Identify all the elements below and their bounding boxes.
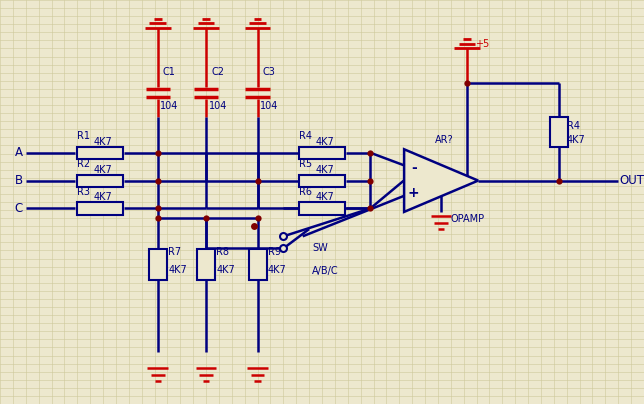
Text: C: C — [14, 202, 23, 215]
Text: OPAMP: OPAMP — [451, 214, 485, 224]
Text: R3: R3 — [77, 187, 90, 197]
Bar — [299, 147, 345, 159]
Text: 4K7: 4K7 — [93, 164, 112, 175]
Text: R4: R4 — [299, 131, 312, 141]
Text: 4K7: 4K7 — [93, 137, 112, 147]
Bar — [249, 249, 267, 280]
Text: -: - — [411, 162, 417, 175]
Text: R5: R5 — [299, 159, 312, 169]
Text: OUT: OUT — [620, 174, 644, 187]
Text: 4K7: 4K7 — [93, 192, 112, 202]
Bar — [149, 249, 167, 280]
Bar — [299, 202, 345, 215]
Text: 104: 104 — [209, 101, 227, 111]
Text: C2: C2 — [211, 67, 224, 77]
Bar — [77, 147, 123, 159]
Bar — [77, 202, 123, 215]
Text: 4K7: 4K7 — [567, 135, 585, 145]
Text: 4K7: 4K7 — [316, 192, 334, 202]
Text: C3: C3 — [263, 67, 276, 77]
Text: R4: R4 — [567, 121, 580, 130]
Text: R7: R7 — [168, 246, 181, 257]
Text: R9: R9 — [268, 246, 281, 257]
Text: R6: R6 — [299, 187, 312, 197]
Text: +5: +5 — [475, 40, 489, 49]
Text: R1: R1 — [77, 131, 90, 141]
Text: R8: R8 — [216, 246, 229, 257]
Bar — [197, 249, 215, 280]
Text: B: B — [14, 174, 23, 187]
Bar — [299, 175, 345, 187]
Text: +: + — [408, 186, 420, 200]
Text: 104: 104 — [260, 101, 279, 111]
Bar — [77, 175, 123, 187]
Text: C1: C1 — [163, 67, 176, 77]
Text: 4K7: 4K7 — [316, 137, 334, 147]
Text: 4K7: 4K7 — [168, 265, 187, 276]
Text: R2: R2 — [77, 159, 90, 169]
Bar — [550, 116, 568, 147]
Polygon shape — [404, 149, 478, 212]
Text: 4K7: 4K7 — [216, 265, 235, 276]
Text: 104: 104 — [160, 101, 179, 111]
Text: A/B/C: A/B/C — [312, 266, 339, 276]
Text: 4K7: 4K7 — [316, 164, 334, 175]
Text: AR?: AR? — [435, 135, 453, 145]
Text: SW: SW — [312, 244, 328, 253]
Text: 4K7: 4K7 — [268, 265, 287, 276]
Text: A: A — [15, 146, 23, 159]
